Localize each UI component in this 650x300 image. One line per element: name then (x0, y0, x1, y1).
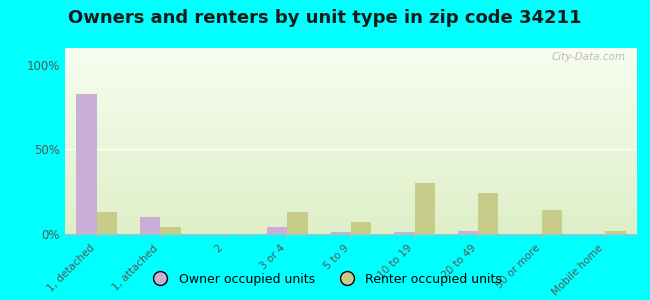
Bar (161, 227, 181, 234)
Bar (478, 194, 499, 234)
Bar (605, 231, 625, 234)
Bar (287, 212, 308, 234)
Legend: Owner occupied units, Renter occupied units: Owner occupied units, Renter occupied un… (143, 268, 507, 291)
Bar (541, 210, 562, 234)
Bar (267, 227, 287, 234)
Bar (394, 232, 415, 234)
Text: Owners and renters by unit type in zip code 34211: Owners and renters by unit type in zip c… (68, 9, 582, 27)
Bar (351, 222, 371, 234)
Bar (140, 217, 161, 234)
Bar (97, 212, 117, 234)
Text: City-Data.com: City-Data.com (551, 52, 625, 62)
Bar (415, 183, 435, 234)
Bar (331, 232, 351, 234)
Bar (77, 94, 97, 234)
Bar (458, 231, 478, 234)
